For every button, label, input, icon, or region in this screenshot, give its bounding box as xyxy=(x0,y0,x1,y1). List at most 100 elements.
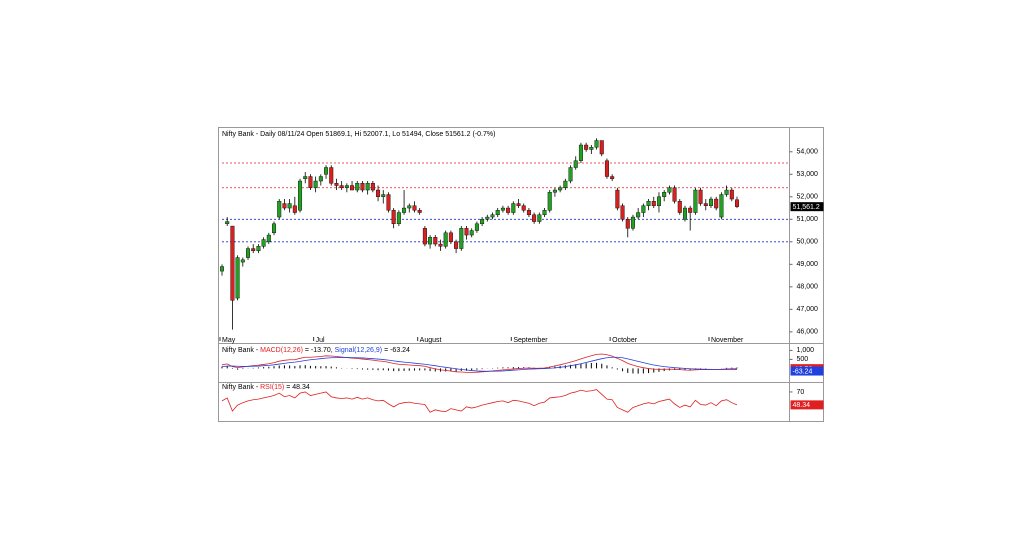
candle-body xyxy=(376,189,381,197)
indicator-line xyxy=(221,356,738,372)
candle-body xyxy=(365,183,370,191)
candle-body xyxy=(422,228,427,245)
chart-title: Nifty Bank - Daily 08/11/24 Open 51869.1… xyxy=(222,131,495,138)
candle-body xyxy=(355,183,360,191)
y-tick-label: 51,000 xyxy=(797,216,819,223)
y-tick-label: 49,000 xyxy=(797,261,819,268)
candle-body xyxy=(724,189,729,195)
candle-body xyxy=(552,189,557,193)
candle-body xyxy=(646,201,651,206)
candle-body xyxy=(272,223,277,234)
last-value-badge-bg xyxy=(790,366,824,376)
candle-body xyxy=(292,205,297,213)
y-tick-label: 1,000 xyxy=(797,347,815,354)
candle-body xyxy=(277,201,282,218)
indicator-line xyxy=(221,389,738,413)
title-segment: = -13.70, xyxy=(303,347,335,354)
candle-body xyxy=(438,243,443,247)
candle-body xyxy=(594,140,599,148)
candle-body xyxy=(682,207,687,220)
candle-body xyxy=(256,246,261,252)
candle-body xyxy=(698,189,703,204)
candle-body xyxy=(261,239,266,247)
candle-body xyxy=(428,237,433,245)
candle-body xyxy=(219,266,224,272)
title-segment: Signal(12,26,9) xyxy=(335,347,382,354)
candle-body xyxy=(578,144,583,161)
candle-body xyxy=(391,210,396,225)
candle-body xyxy=(568,167,573,182)
candle-body xyxy=(521,205,526,211)
y-tick-label: 53,000 xyxy=(797,171,819,178)
candle-body xyxy=(563,180,568,188)
candle-body xyxy=(318,176,323,182)
title-segment: RSI(15) xyxy=(260,384,284,391)
candle-body xyxy=(396,212,401,225)
candle-body xyxy=(350,185,355,191)
candle-body xyxy=(641,205,646,213)
candle-body xyxy=(651,201,656,206)
candle-body xyxy=(558,187,563,191)
candle-body xyxy=(402,207,407,213)
indicator-line xyxy=(221,353,738,373)
y-tick-label: 500 xyxy=(797,356,809,363)
candle-body xyxy=(225,221,230,225)
x-tick-label: November xyxy=(711,337,744,344)
candle-body xyxy=(469,230,474,236)
frame xyxy=(218,127,824,422)
y-tick-label: 47,000 xyxy=(797,306,819,313)
candle-body xyxy=(495,210,500,216)
candle-body xyxy=(464,228,469,236)
candle-body xyxy=(370,183,375,191)
candle-body xyxy=(339,185,344,188)
candle-body xyxy=(547,192,552,211)
candle-body xyxy=(235,257,240,299)
y-tick-label: 52,000 xyxy=(797,194,819,201)
candle-body xyxy=(324,167,329,175)
candle-body xyxy=(688,207,693,213)
x-tick-label: May xyxy=(222,337,236,344)
candle-body xyxy=(230,225,235,301)
candle-body xyxy=(532,214,537,222)
candle-body xyxy=(240,259,245,263)
panel-title: Nifty Bank - MACD(12,26) = -13.70, Signa… xyxy=(222,347,410,354)
candle-body xyxy=(610,176,615,179)
candle-body xyxy=(412,205,417,211)
candle-body xyxy=(313,180,318,188)
candle-body xyxy=(417,210,422,213)
candle-body xyxy=(454,241,459,249)
candle-body xyxy=(656,196,661,206)
candle-body xyxy=(672,187,677,202)
candle-body xyxy=(636,212,641,218)
candle-body xyxy=(360,183,365,191)
candle-body xyxy=(303,176,308,179)
y-tick-label: 70 xyxy=(797,389,805,396)
candle-body xyxy=(620,205,625,220)
last-value-badge: -63.24 xyxy=(793,368,813,375)
candle-body xyxy=(344,185,349,188)
candle-body xyxy=(615,189,620,209)
candle-body xyxy=(246,248,251,258)
candle-body xyxy=(677,201,682,213)
candle-body xyxy=(474,223,479,231)
candle-body xyxy=(729,189,734,200)
candle-body xyxy=(511,203,516,213)
title-segment: = 48.34 xyxy=(284,384,310,391)
candle-body xyxy=(448,232,453,243)
candle-body xyxy=(625,219,630,229)
candle-body xyxy=(251,248,256,252)
last-value-badge-bg xyxy=(790,400,824,410)
title-segment: MACD(12,26) xyxy=(260,347,303,354)
candle-body xyxy=(407,205,412,209)
candle-body xyxy=(490,214,495,218)
last-value-badge: 48.34 xyxy=(793,402,811,409)
candle-body xyxy=(708,198,713,206)
title-segment: Nifty Bank - xyxy=(222,384,260,391)
candle-body xyxy=(433,237,438,245)
y-tick-label: 50,000 xyxy=(797,239,819,246)
candle-body xyxy=(537,214,542,222)
candle-body xyxy=(459,228,464,249)
candle-body xyxy=(735,199,740,207)
